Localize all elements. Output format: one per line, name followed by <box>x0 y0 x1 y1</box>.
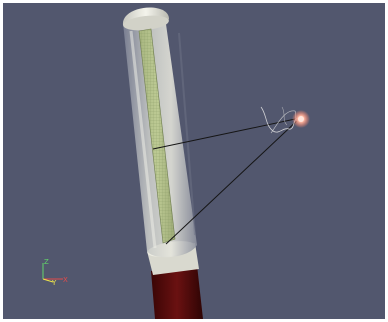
y-axis-line <box>42 278 54 283</box>
3d-render-viewport[interactable]: Z Y X <box>3 3 385 319</box>
scene-svg <box>122 7 310 319</box>
radiation-source-icon[interactable] <box>292 110 310 128</box>
support-rod <box>151 265 203 319</box>
y-axis-label: Y <box>51 279 57 287</box>
z-axis-label: Z <box>44 258 49 266</box>
axes-triad-icon: Z Y X <box>42 258 68 287</box>
capsule-end-cap <box>122 7 169 31</box>
x-axis-label: X <box>63 276 68 284</box>
detector-plate <box>138 28 176 244</box>
